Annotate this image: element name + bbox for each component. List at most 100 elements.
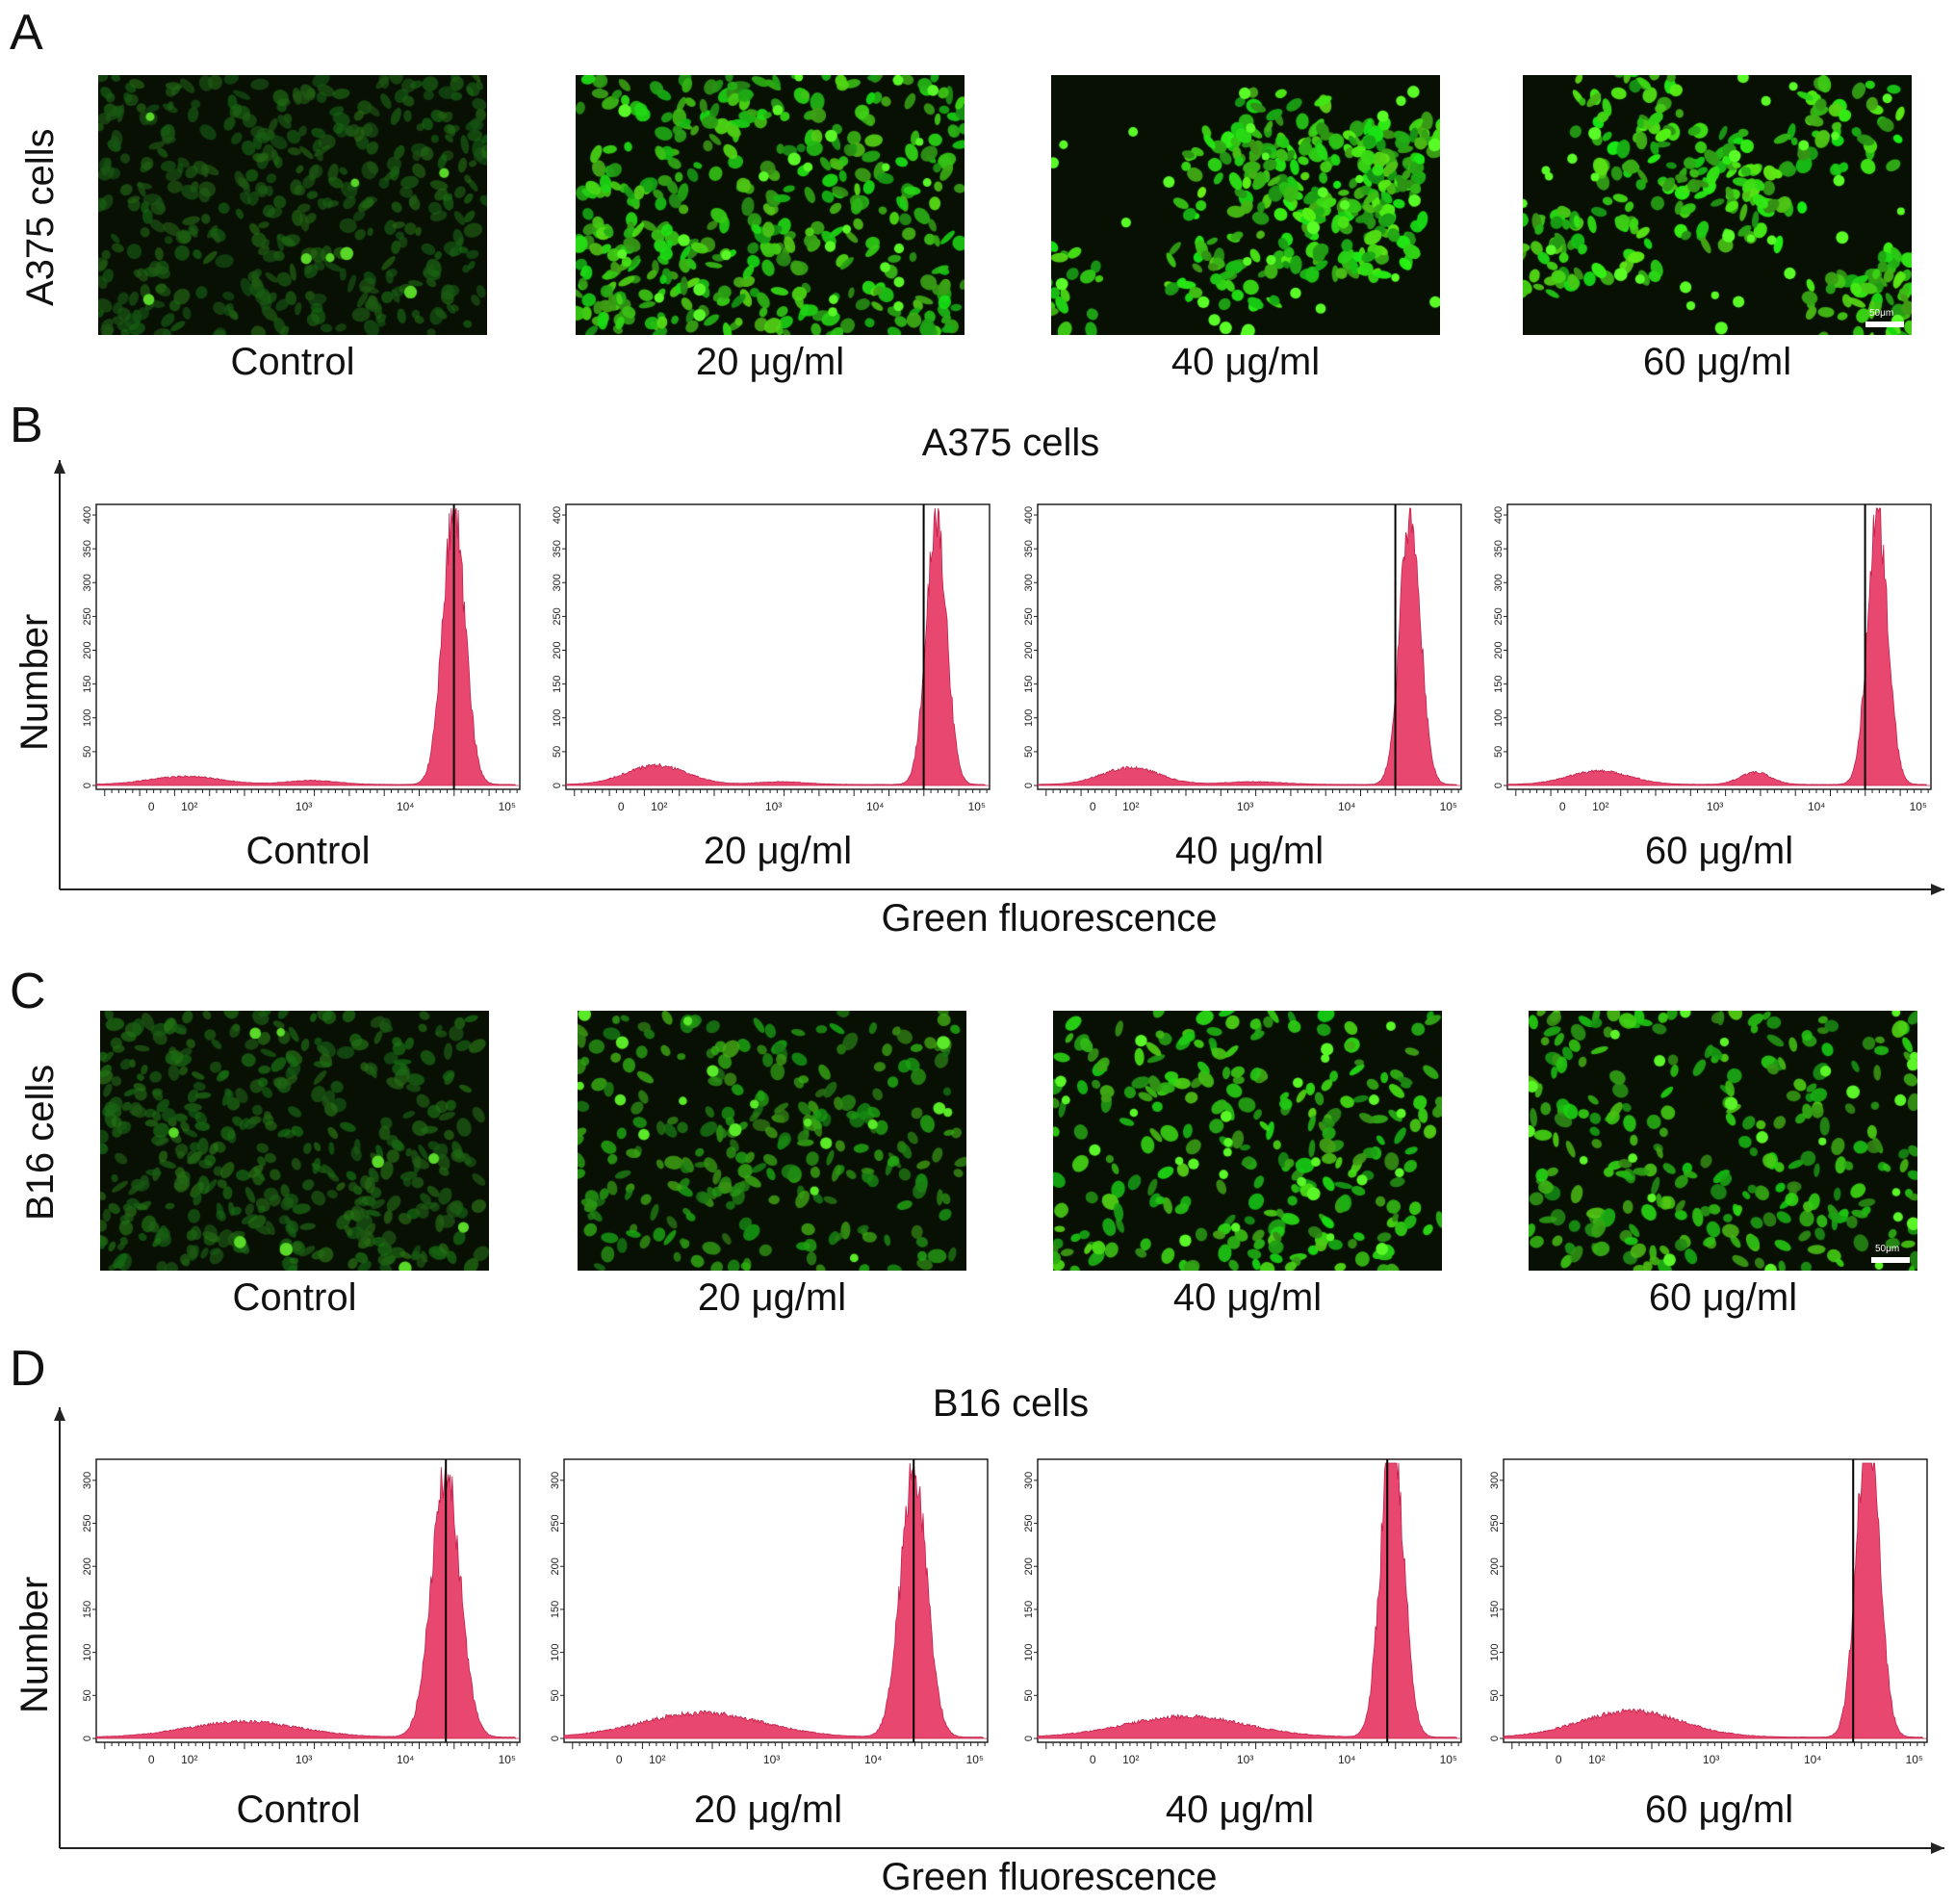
x-tick-label: 10⁵ xyxy=(499,800,516,813)
y-tick-label: 350 xyxy=(1023,540,1035,557)
scale-bar-label: 50μm xyxy=(1875,1244,1900,1254)
x-tick-label: 10⁵ xyxy=(1440,1753,1457,1766)
x-tick-label: 10² xyxy=(181,1753,197,1766)
y-axis-title-b: Number xyxy=(13,613,56,751)
y-tick-label: 50 xyxy=(1489,1689,1501,1701)
y-tick-label: 250 xyxy=(550,1514,561,1531)
y-tick-label: 150 xyxy=(550,1601,561,1618)
y-tick-label: 0 xyxy=(550,1736,561,1741)
axis-frame-b16 xyxy=(54,1407,1944,1854)
micrograph-c-4: 50μm xyxy=(1529,1011,1917,1271)
histogram-condition-label: Control xyxy=(245,830,371,872)
row-label-b16: B16 cells xyxy=(19,1064,62,1221)
y-tick-label: 150 xyxy=(82,1601,93,1618)
x-tick-label: 10³ xyxy=(296,800,312,813)
x-tick-label: 10² xyxy=(651,800,667,813)
plot-frame xyxy=(95,1458,521,1743)
panel-letter-b: B xyxy=(10,398,43,453)
x-tick-label: 10² xyxy=(1122,1753,1139,1766)
y-tick-label: 250 xyxy=(552,607,563,625)
y-tick-label: 150 xyxy=(1023,1601,1035,1618)
micrograph-a-1 xyxy=(98,75,487,335)
y-tick-label: 50 xyxy=(1493,746,1505,758)
x-tick-label: 10⁴ xyxy=(397,800,415,813)
histogram-condition-label: 20 μg/ml xyxy=(703,830,853,872)
micrograph-c-2 xyxy=(578,1011,966,1271)
x-tick-label: 10⁵ xyxy=(966,1753,984,1766)
x-tick-label: 10⁴ xyxy=(397,1753,415,1766)
y-tick-label: 0 xyxy=(552,783,563,788)
panel-letter-d: D xyxy=(10,1341,46,1397)
y-tick-label: 300 xyxy=(1493,574,1505,591)
plot-frame xyxy=(1503,1458,1928,1743)
x-tick-label: 10² xyxy=(1592,800,1608,813)
x-tick-label: 10⁵ xyxy=(1440,800,1457,813)
y-tick-label: 300 xyxy=(1489,1472,1501,1489)
histogram-condition-label: 60 μg/ml xyxy=(1644,830,1794,872)
plot-frame xyxy=(95,503,521,790)
x-tick-label: 10⁵ xyxy=(499,1753,516,1766)
y-tick-label: 0 xyxy=(1023,1736,1035,1741)
panel-letter-a: A xyxy=(10,5,43,61)
micrograph-a-3 xyxy=(1051,75,1440,335)
histogram-fill xyxy=(1506,507,1931,786)
micrograph-label: 40 μg/ml xyxy=(1172,1276,1323,1319)
y-tick-label: 0 xyxy=(1493,783,1505,788)
y-tick-label: 100 xyxy=(1489,1643,1501,1660)
x-tick-label: 0 xyxy=(1559,800,1566,813)
histogram-b16-3: 0 50 100 150 200 250 300 0 10² 10³ 10⁴ 10⁵ xyxy=(1023,1458,1462,1766)
histogram-fill xyxy=(563,1462,988,1739)
y-tick-label: 50 xyxy=(82,746,93,758)
plot-frame xyxy=(1037,503,1462,790)
x-tick-label: 10⁴ xyxy=(1804,1753,1822,1766)
y-tick-label: 300 xyxy=(552,574,563,591)
histogram-a375-1: 0 50 100 150 200 250 300 350 400 0 10² 10³ 10⁴ 10⁵ xyxy=(82,503,521,813)
y-tick-label: 350 xyxy=(82,540,93,557)
y-tick-label: 300 xyxy=(82,1472,93,1489)
scale-bar-label: 50μm xyxy=(1869,308,1894,319)
y-tick-label: 200 xyxy=(82,641,93,658)
y-tick-label: 50 xyxy=(82,1689,93,1701)
y-tick-label: 200 xyxy=(1489,1557,1501,1575)
y-tick-label: 300 xyxy=(82,574,93,591)
chart-title-a375: A375 cells xyxy=(921,422,1100,464)
x-tick-label: 10³ xyxy=(765,800,782,813)
y-tick-label: 0 xyxy=(82,783,93,788)
y-tick-label: 250 xyxy=(1023,1514,1035,1531)
histogram-a375-4: 0 50 100 150 200 250 300 350 400 0 10² 10³ 10⁴ 10⁵ xyxy=(1493,503,1932,813)
y-tick-label: 150 xyxy=(1489,1601,1501,1618)
plot-frame xyxy=(565,503,990,790)
y-tick-label: 100 xyxy=(82,709,93,727)
micrograph-label: 60 μg/ml xyxy=(1648,1276,1798,1319)
y-tick-label: 350 xyxy=(1493,540,1505,557)
micrograph-a-4: 50μm xyxy=(1523,75,1912,335)
histogram-b16-2: 0 50 100 150 200 250 300 0 10² 10³ 10⁴ 10⁵ xyxy=(550,1458,989,1766)
y-tick-label: 400 xyxy=(1023,506,1035,524)
y-tick-label: 200 xyxy=(552,641,563,658)
x-tick-label: 0 xyxy=(1090,1753,1096,1766)
panel-letter-c: C xyxy=(10,964,46,1019)
y-tick-label: 300 xyxy=(550,1472,561,1489)
micrograph-label: 20 μg/ml xyxy=(697,1276,847,1319)
y-tick-label: 200 xyxy=(550,1557,561,1575)
micrograph-c-1 xyxy=(100,1011,489,1271)
histogram-condition-label: 20 μg/ml xyxy=(693,1788,843,1831)
y-tick-label: 150 xyxy=(552,675,563,692)
x-tick-label: 10² xyxy=(181,800,197,813)
y-tick-label: 150 xyxy=(1023,675,1035,692)
y-tick-label: 0 xyxy=(82,1736,93,1741)
chart-title-b16: B16 cells xyxy=(932,1382,1090,1425)
histogram-condition-label: 40 μg/ml xyxy=(1165,1788,1315,1831)
scale-bar xyxy=(1865,322,1904,327)
x-tick-label: 10⁵ xyxy=(1906,1753,1923,1766)
y-axis-title-d: Number xyxy=(13,1576,56,1713)
y-tick-label: 300 xyxy=(1023,574,1035,591)
histogram-b16-4: 0 50 100 150 200 250 300 0 10² 10³ 10⁴ 10⁵ xyxy=(1489,1458,1928,1766)
micrograph-c-3 xyxy=(1053,1011,1442,1271)
y-tick-label: 50 xyxy=(550,1689,561,1701)
x-tick-label: 0 xyxy=(1556,1753,1562,1766)
y-tick-label: 200 xyxy=(1493,641,1505,658)
y-tick-label: 200 xyxy=(1023,1557,1035,1575)
x-tick-label: 10⁴ xyxy=(1338,1753,1356,1766)
x-tick-label: 0 xyxy=(1090,800,1096,813)
